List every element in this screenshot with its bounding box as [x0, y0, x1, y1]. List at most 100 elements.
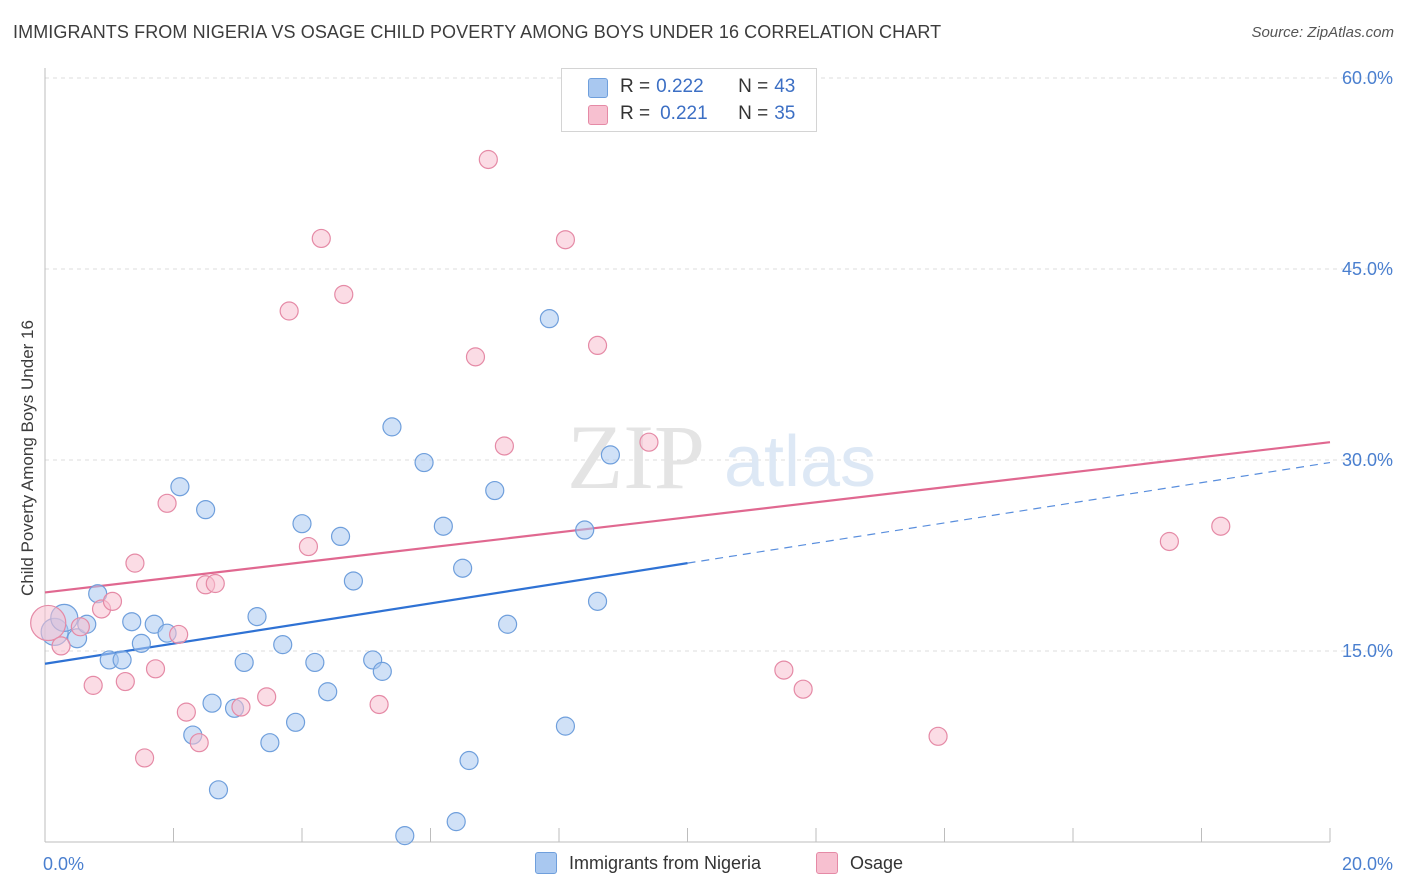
r-value: 0.221: [660, 103, 708, 124]
point-osage: [478, 149, 498, 170]
point-nigeria: [587, 591, 608, 611]
point-nigeria: [446, 812, 466, 832]
point-nigeria: [260, 733, 280, 753]
n-key: N =: [738, 103, 769, 124]
r-value: 0.222: [656, 76, 704, 97]
data-points: [30, 149, 1231, 846]
x-tick-label-max: 20.0%: [1342, 854, 1393, 874]
trend-extension-nigeria: [687, 461, 1331, 564]
point-nigeria: [208, 780, 229, 800]
point-osage: [51, 636, 71, 656]
legend-label-nigeria: Immigrants from Nigeria: [569, 852, 762, 873]
correlation-legend: R = 0.222 N = 43 R = 0.221 N = 35: [561, 68, 817, 132]
point-nigeria: [372, 661, 392, 681]
point-nigeria: [330, 526, 351, 547]
point-nigeria: [305, 652, 325, 673]
point-osage: [774, 660, 794, 680]
point-osage: [205, 573, 225, 594]
trend-lines: [44, 441, 1331, 665]
point-osage: [176, 702, 196, 722]
point-nigeria: [112, 650, 132, 670]
point-nigeria: [196, 500, 216, 520]
gridlines: [45, 77, 1392, 652]
point-osage: [145, 659, 166, 679]
point-osage: [465, 347, 486, 367]
point-osage: [257, 687, 277, 707]
point-osage: [639, 432, 659, 452]
y-tick-label: 15.0%: [1342, 641, 1393, 661]
point-osage: [298, 536, 319, 557]
point-nigeria: [170, 477, 190, 497]
point-osage: [115, 671, 135, 692]
point-osage: [30, 604, 67, 642]
point-nigeria: [498, 614, 518, 634]
legend-swatch-nigeria: [588, 78, 608, 98]
point-osage: [279, 301, 299, 321]
point-osage: [169, 624, 189, 645]
legend-swatch-nigeria-bottom: [535, 852, 557, 874]
r-key: R =: [620, 103, 651, 124]
point-osage: [231, 697, 251, 717]
point-osage: [70, 617, 90, 637]
point-osage: [369, 694, 389, 715]
n-key: N =: [738, 76, 769, 97]
point-nigeria: [247, 607, 267, 627]
point-osage: [1159, 531, 1179, 552]
watermark-zip: ZIP: [567, 406, 705, 508]
point-osage: [157, 493, 177, 513]
point-osage: [1211, 516, 1231, 536]
point-nigeria: [343, 571, 363, 591]
point-osage: [83, 675, 103, 695]
point-osage: [134, 748, 155, 768]
trend-line-osage: [44, 441, 1331, 594]
point-osage: [334, 284, 354, 305]
y-tick-label: 60.0%: [1342, 68, 1393, 88]
point-osage: [125, 553, 145, 573]
y-tick-label: 30.0%: [1342, 450, 1393, 470]
point-osage: [793, 679, 813, 699]
axes: [44, 68, 1331, 843]
point-nigeria: [395, 826, 415, 846]
y-tick-label: 45.0%: [1342, 259, 1393, 279]
point-osage: [189, 733, 209, 753]
point-nigeria: [539, 309, 559, 329]
source-label: Source: ZipAtlas.com: [1251, 24, 1394, 41]
n-value: 43: [774, 76, 796, 97]
point-nigeria: [485, 480, 505, 501]
point-nigeria: [600, 445, 621, 465]
point-nigeria: [382, 417, 402, 437]
legend-row-nigeria: R = 0.222 N = 43: [620, 75, 795, 99]
point-nigeria: [131, 633, 151, 653]
point-nigeria: [234, 652, 254, 673]
r-key: R =: [620, 76, 651, 97]
point-nigeria: [453, 558, 473, 578]
point-nigeria: [575, 520, 595, 540]
legend-swatch-osage: [588, 105, 608, 125]
legend-item-osage: Osage: [816, 852, 903, 874]
legend-swatch-osage-bottom: [816, 852, 838, 874]
point-osage: [587, 335, 608, 355]
point-nigeria: [273, 635, 293, 655]
point-osage: [555, 230, 576, 250]
legend-row-osage: R = 0.221 N = 35: [620, 102, 795, 126]
point-nigeria: [122, 612, 142, 632]
point-osage: [311, 228, 331, 249]
point-nigeria: [555, 716, 576, 736]
point-osage: [494, 436, 514, 456]
x-tick-label-min: 0.0%: [43, 854, 84, 874]
watermark-atlas: atlas: [724, 422, 876, 502]
legend-item-nigeria: Immigrants from Nigeria: [535, 852, 761, 874]
point-nigeria: [318, 682, 338, 702]
point-nigeria: [292, 514, 312, 534]
point-osage: [928, 726, 948, 746]
point-nigeria: [285, 712, 306, 732]
point-nigeria: [433, 516, 453, 536]
point-nigeria: [459, 750, 479, 771]
n-value: 35: [774, 103, 796, 124]
trend-line-nigeria: [44, 562, 688, 665]
legend-label-osage: Osage: [850, 852, 904, 873]
chart-title: IMMIGRANTS FROM NIGERIA VS OSAGE CHILD P…: [13, 22, 942, 42]
point-nigeria: [414, 452, 434, 473]
point-nigeria: [202, 693, 222, 713]
